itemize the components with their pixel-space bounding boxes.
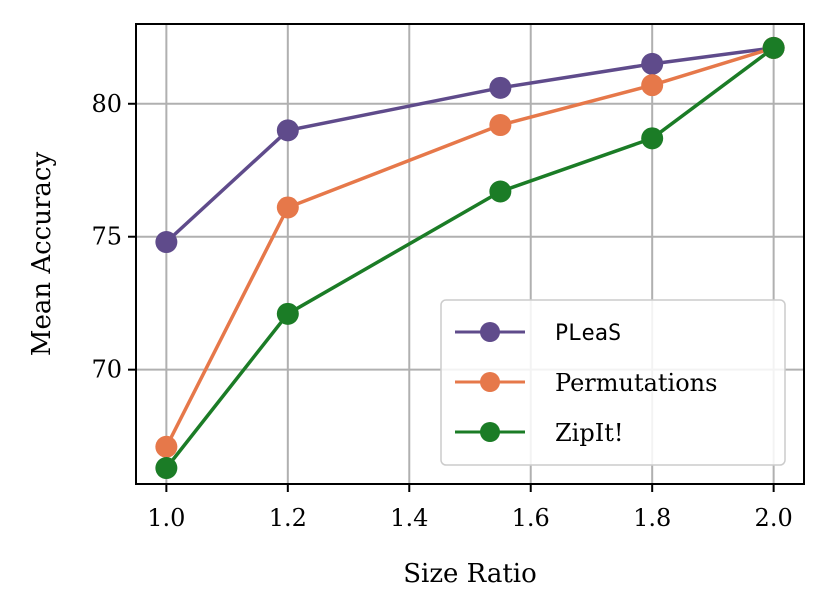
data-point-zipit-4 xyxy=(762,36,785,59)
x-tick-label-4: 1.8 xyxy=(633,504,671,532)
data-point-zipit-2 xyxy=(489,180,512,203)
x-axis-label: Size Ratio xyxy=(403,559,537,589)
legend-label-permutations: Permutations xyxy=(555,369,717,397)
data-point-permutations-1 xyxy=(276,196,299,219)
data-point-pleas-3 xyxy=(641,52,664,75)
legend-entry-pleas: PLeaS xyxy=(455,321,621,346)
x-tick-label-2: 1.4 xyxy=(390,504,428,532)
legend-marker-zipit xyxy=(480,422,500,442)
y-axis-ticks: 70 75 80 xyxy=(91,90,136,384)
y-axis-label: Mean Accuracy xyxy=(27,152,57,357)
legend-marker-pleas xyxy=(480,322,500,342)
x-tick-label-5: 2.0 xyxy=(755,504,793,532)
y-tick-label-2: 80 xyxy=(91,90,122,118)
legend-label-pleas: PLeaS xyxy=(555,321,621,346)
y-tick-label-1: 75 xyxy=(91,223,122,251)
plot-frame xyxy=(135,23,805,485)
data-point-zipit-1 xyxy=(276,302,299,325)
data-point-pleas-0 xyxy=(155,231,178,254)
x-tick-label-3: 1.6 xyxy=(512,504,550,532)
legend-marker-permutations xyxy=(480,372,500,392)
data-point-zipit-3 xyxy=(641,127,664,150)
x-tick-label-0: 1.0 xyxy=(147,504,185,532)
series-points xyxy=(155,36,785,480)
legend-box xyxy=(440,299,786,466)
legend: PLeaS Permutations ZipIt! xyxy=(440,299,786,466)
y-tick-label-0: 70 xyxy=(91,356,122,384)
data-point-pleas-2 xyxy=(489,76,512,99)
data-point-zipit-0 xyxy=(155,457,178,480)
data-point-pleas-1 xyxy=(276,119,299,142)
data-point-permutations-0 xyxy=(155,435,178,458)
legend-label-zipit: ZipIt! xyxy=(555,419,623,447)
x-tick-label-1: 1.2 xyxy=(269,504,307,532)
data-point-permutations-3 xyxy=(641,74,664,97)
data-point-permutations-2 xyxy=(489,114,512,137)
legend-entry-zipit: ZipIt! xyxy=(455,419,623,447)
legend-entry-permutations: Permutations xyxy=(455,369,717,397)
x-axis-ticks: 1.0 1.2 1.4 1.6 1.8 2.0 xyxy=(147,484,793,532)
